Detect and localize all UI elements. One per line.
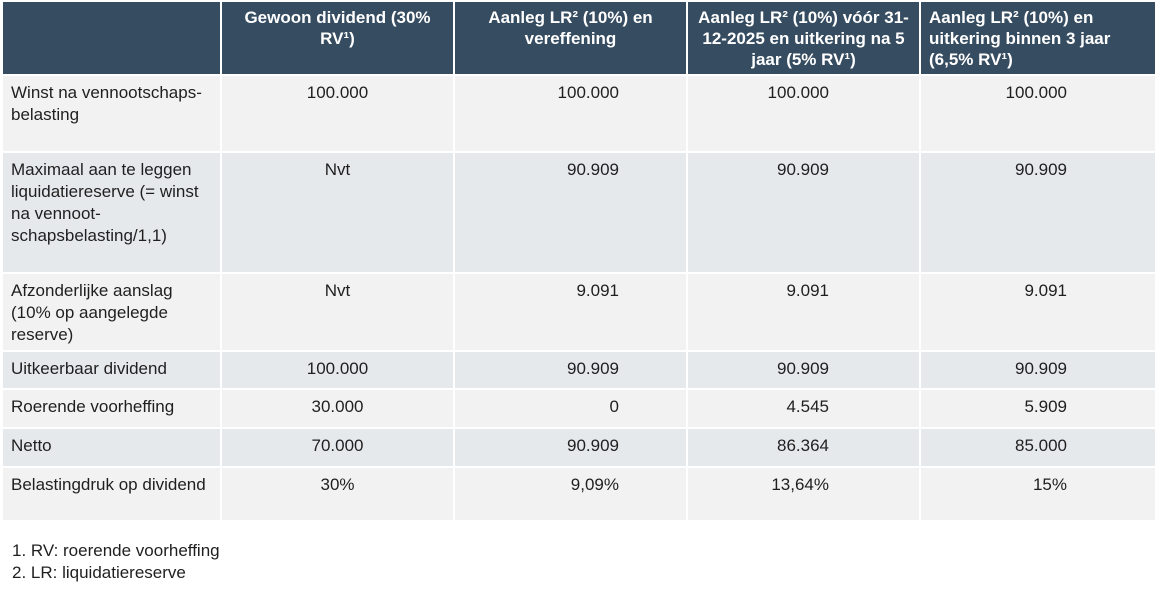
header-row: Gewoon dividend (30% RV¹) Aanleg LR² (10… [3,2,1155,75]
row-label: Afzonderlijke aanslag (10% op aangelegde… [3,272,222,351]
table-row: Belastingdruk op dividend 30% 9,09% 13,6… [3,466,1155,520]
cell-3-jaar: 90.909 [920,350,1155,389]
cell-5-jaar: 13,64% [687,466,921,520]
cell-3-jaar: 85.000 [920,427,1155,467]
table-row: Winst na vennootschaps-belasting 100.000… [3,74,1155,152]
cell-vereffening: 100.000 [454,74,688,152]
table-row: Afzonderlijke aanslag (10% op aangelegde… [3,272,1155,351]
row-label: Winst na vennootschaps-belasting [3,74,222,152]
cell-gewoon: 30.000 [221,388,455,428]
row-label: Netto [3,427,222,467]
cell-vereffening: 9.091 [454,272,688,351]
cell-gewoon: 30% [221,466,455,520]
table-container: Gewoon dividend (30% RV¹) Aanleg LR² (10… [3,2,1155,520]
cell-3-jaar: 9.091 [920,272,1155,351]
footnotes: 1. RV: roerende voorheffing 2. LR: liqui… [12,540,220,584]
cell-5-jaar: 9.091 [687,272,921,351]
row-label: Roerende voorheffing [3,388,222,428]
cell-5-jaar: 4.545 [687,388,921,428]
cell-5-jaar: 90.909 [687,350,921,389]
cell-gewoon: Nvt [221,272,455,351]
header-lr-vereffening: Aanleg LR² (10%) en vereffening [454,2,688,75]
header-gewoon-dividend: Gewoon dividend (30% RV¹) [221,2,455,75]
row-label: Maximaal aan te leggen liquidatiereserve… [3,151,222,273]
table-row: Netto 70.000 90.909 86.364 85.000 [3,427,1155,467]
header-lr-5-jaar: Aanleg LR² (10%) vóór 31-12-2025 en uitk… [687,2,921,75]
cell-vereffening: 90.909 [454,350,688,389]
row-label: Uitkeerbaar dividend [3,350,222,389]
cell-vereffening: 0 [454,388,688,428]
footnote-lr: 2. LR: liquidatiereserve [12,563,186,582]
header-lr-3-jaar: Aanleg LR² (10%) en uitkering binnen 3 j… [920,2,1155,75]
cell-vereffening: 90.909 [454,151,688,273]
table-row: Roerende voorheffing 30.000 0 4.545 5.90… [3,388,1155,428]
cell-3-jaar: 100.000 [920,74,1155,152]
cell-gewoon: 70.000 [221,427,455,467]
cell-gewoon: Nvt [221,151,455,273]
cell-vereffening: 90.909 [454,427,688,467]
header-empty [3,2,222,75]
table-row: Maximaal aan te leggen liquidatiereserve… [3,151,1155,273]
cell-vereffening: 9,09% [454,466,688,520]
row-label: Belastingdruk op dividend [3,466,222,520]
cell-5-jaar: 86.364 [687,427,921,467]
table-row: Uitkeerbaar dividend 100.000 90.909 90.9… [3,350,1155,389]
cell-gewoon: 100.000 [221,74,455,152]
dividend-comparison-table: Gewoon dividend (30% RV¹) Aanleg LR² (10… [3,2,1155,520]
cell-gewoon: 100.000 [221,350,455,389]
cell-3-jaar: 5.909 [920,388,1155,428]
cell-5-jaar: 90.909 [687,151,921,273]
cell-3-jaar: 15% [920,466,1155,520]
cell-3-jaar: 90.909 [920,151,1155,273]
cell-5-jaar: 100.000 [687,74,921,152]
footnote-rv: 1. RV: roerende voorheffing [12,541,220,560]
